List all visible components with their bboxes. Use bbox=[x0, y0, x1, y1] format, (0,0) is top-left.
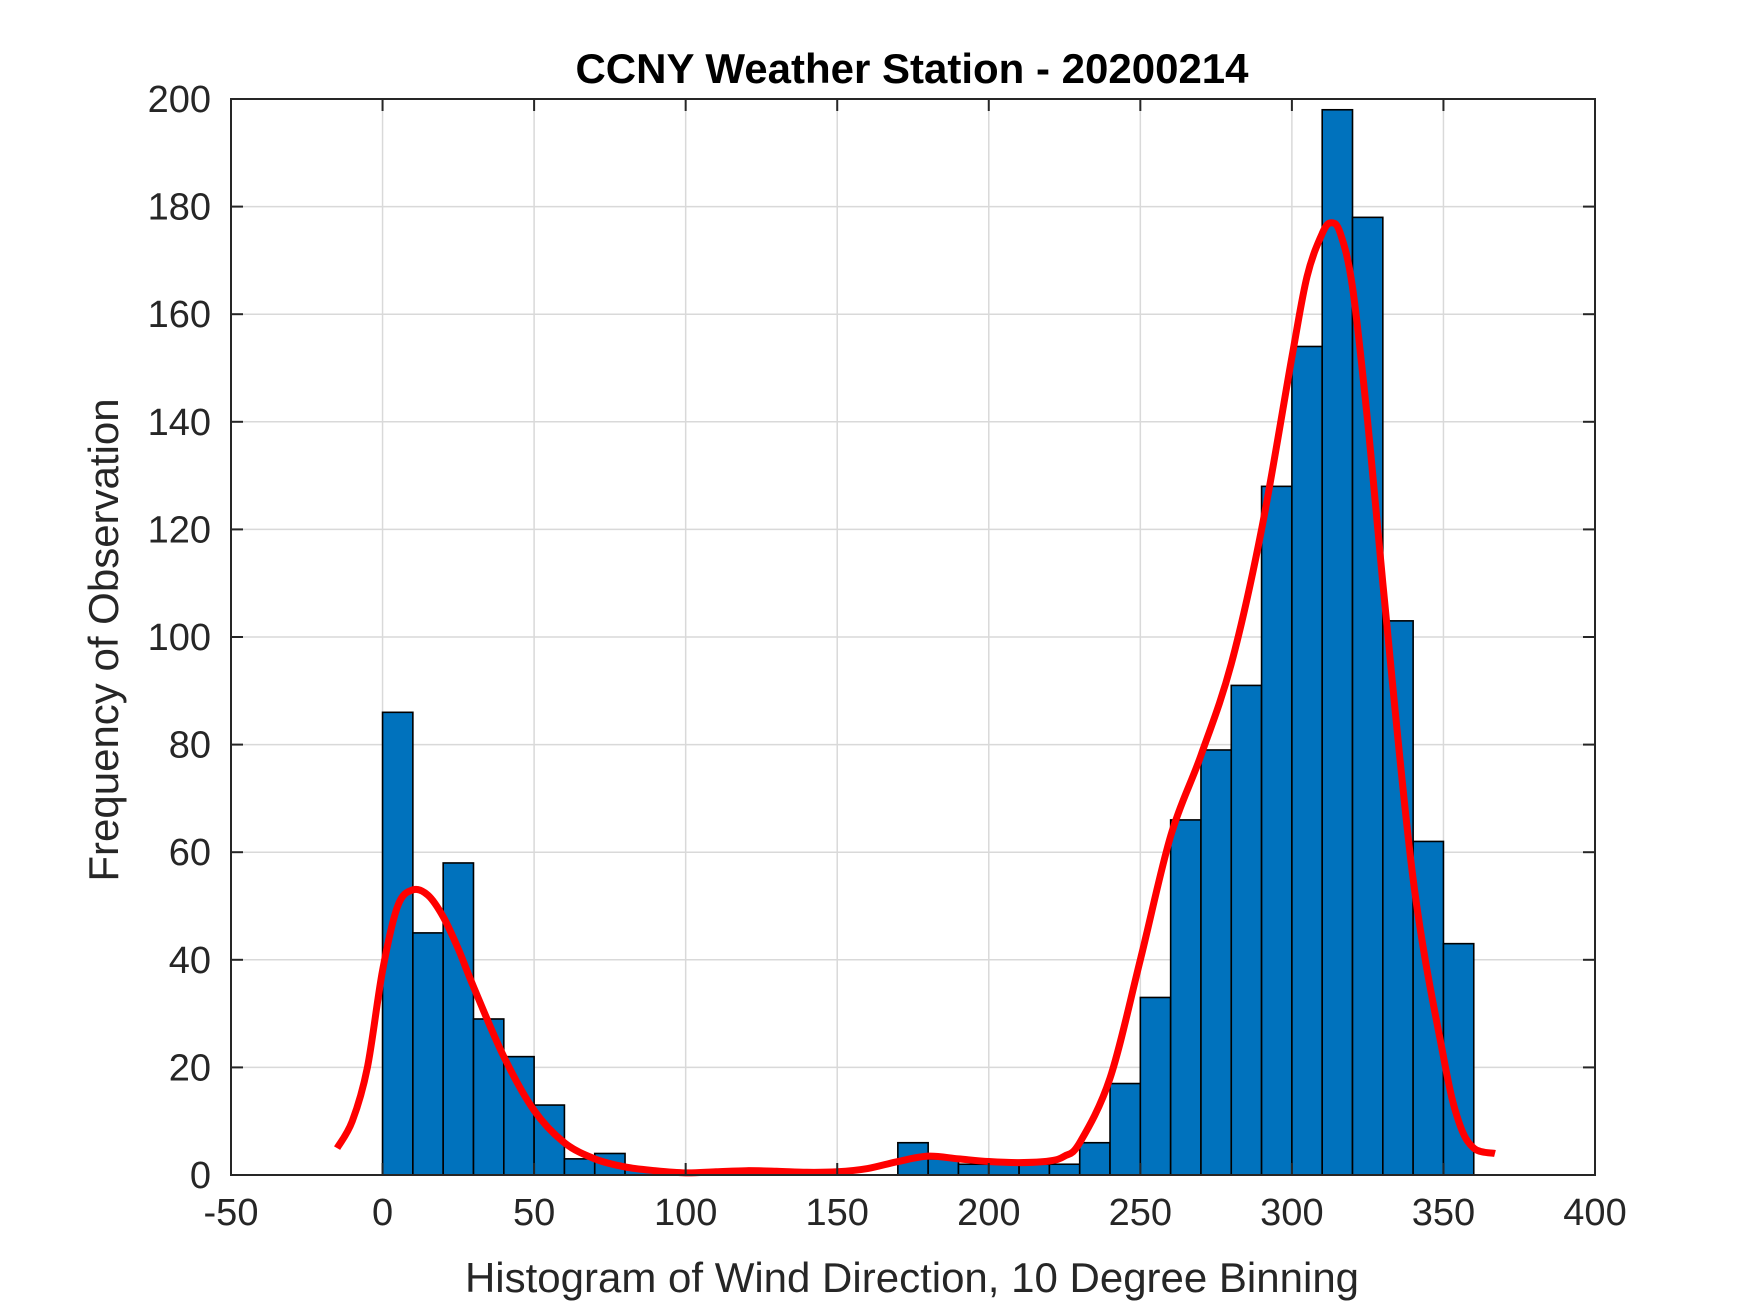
y-tick-label: 200 bbox=[148, 79, 211, 121]
y-tick-label: 20 bbox=[169, 1047, 211, 1089]
x-tick-label: 100 bbox=[654, 1192, 717, 1234]
histogram-bar bbox=[1230, 684, 1263, 1176]
x-tick-label: 0 bbox=[372, 1192, 393, 1234]
x-tick-label: 300 bbox=[1260, 1192, 1323, 1234]
histogram-bar bbox=[412, 932, 444, 1176]
histogram-bar bbox=[1260, 485, 1293, 1176]
histogram-bar bbox=[1291, 345, 1324, 1176]
y-tick-label: 160 bbox=[148, 294, 211, 336]
histogram-bar bbox=[1169, 819, 1202, 1176]
y-tick-labels: 0 20 40 60 80 100 120 140 160 180 200 bbox=[148, 79, 211, 1197]
x-tick-label: 350 bbox=[1412, 1192, 1475, 1234]
axes-box bbox=[230, 98, 1596, 1176]
y-tick-label: 80 bbox=[169, 725, 211, 767]
histogram-bar bbox=[1351, 216, 1384, 1176]
chart-title: CCNY Weather Station - 20200214 bbox=[575, 45, 1249, 92]
x-axis-label: Histogram of Wind Direction, 10 Degree B… bbox=[465, 1254, 1359, 1301]
y-tick-label: 0 bbox=[190, 1155, 211, 1197]
histogram-bar bbox=[957, 1163, 990, 1176]
x-tick-label: 250 bbox=[1109, 1192, 1172, 1234]
histogram-bar bbox=[1200, 749, 1233, 1176]
y-tick-label: 100 bbox=[148, 617, 211, 659]
x-tick-label: 50 bbox=[513, 1192, 555, 1234]
x-tick-labels: -50 0 50 100 150 200 250 300 350 400 bbox=[204, 1192, 1627, 1234]
x-tick-label: -50 bbox=[204, 1192, 259, 1234]
histogram-bar bbox=[1048, 1163, 1081, 1176]
histogram-bar bbox=[442, 862, 475, 1176]
x-tick-label: 150 bbox=[806, 1192, 869, 1234]
density-fit-curve bbox=[334, 219, 1496, 1177]
density-curve-layer bbox=[334, 219, 1496, 1177]
y-tick-label: 140 bbox=[148, 402, 211, 444]
y-tick-label: 180 bbox=[148, 187, 211, 229]
histogram-bar bbox=[502, 1055, 535, 1176]
histogram-bar bbox=[1109, 1082, 1142, 1176]
x-tick-label: 400 bbox=[1563, 1192, 1626, 1234]
histogram-bar bbox=[1078, 1141, 1111, 1176]
y-axis-label: Frequency of Observation bbox=[80, 398, 127, 881]
histogram-bar bbox=[1139, 996, 1172, 1176]
y-tick-label: 120 bbox=[148, 509, 211, 551]
x-tick-label: 200 bbox=[957, 1192, 1020, 1234]
histogram-bar bbox=[563, 1158, 596, 1176]
y-tick-label: 60 bbox=[169, 832, 211, 874]
y-tick-label: 40 bbox=[169, 940, 211, 982]
